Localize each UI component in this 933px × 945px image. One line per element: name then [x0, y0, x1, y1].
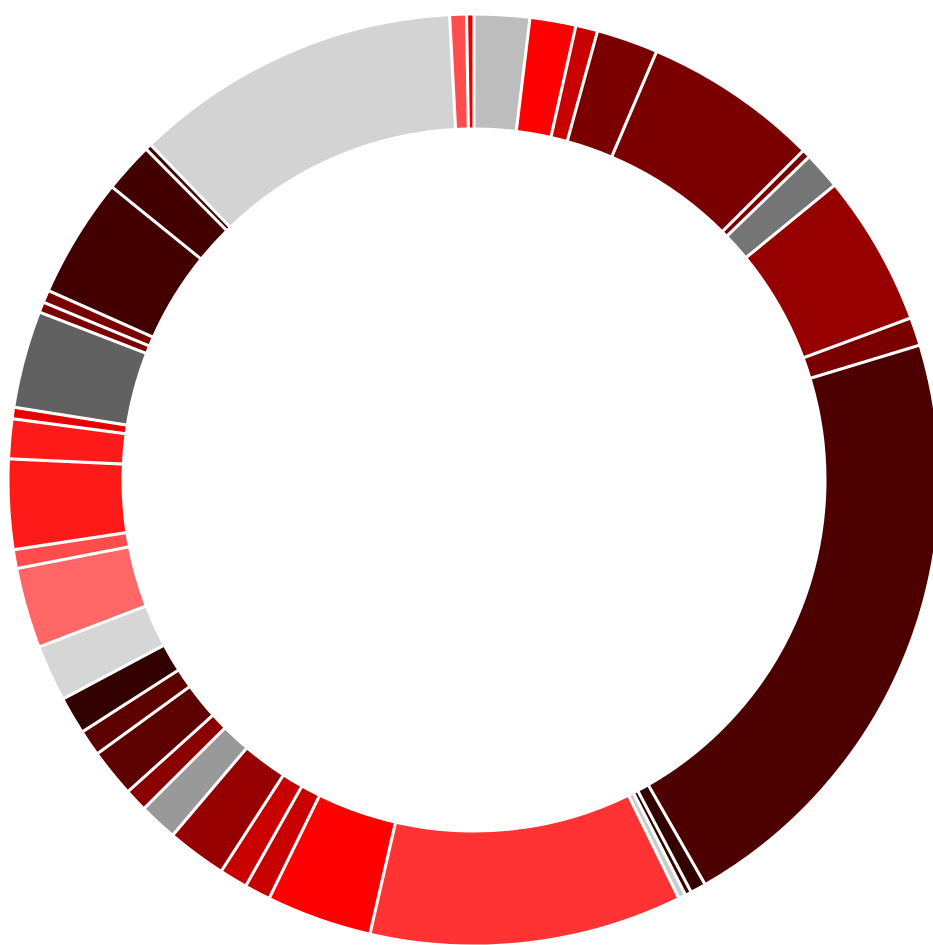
donut-slice-10: [646, 343, 933, 887]
donut-slice-27: [6, 457, 129, 552]
donut-slice-14: [368, 793, 681, 945]
donut-slice-38: [465, 12, 476, 131]
